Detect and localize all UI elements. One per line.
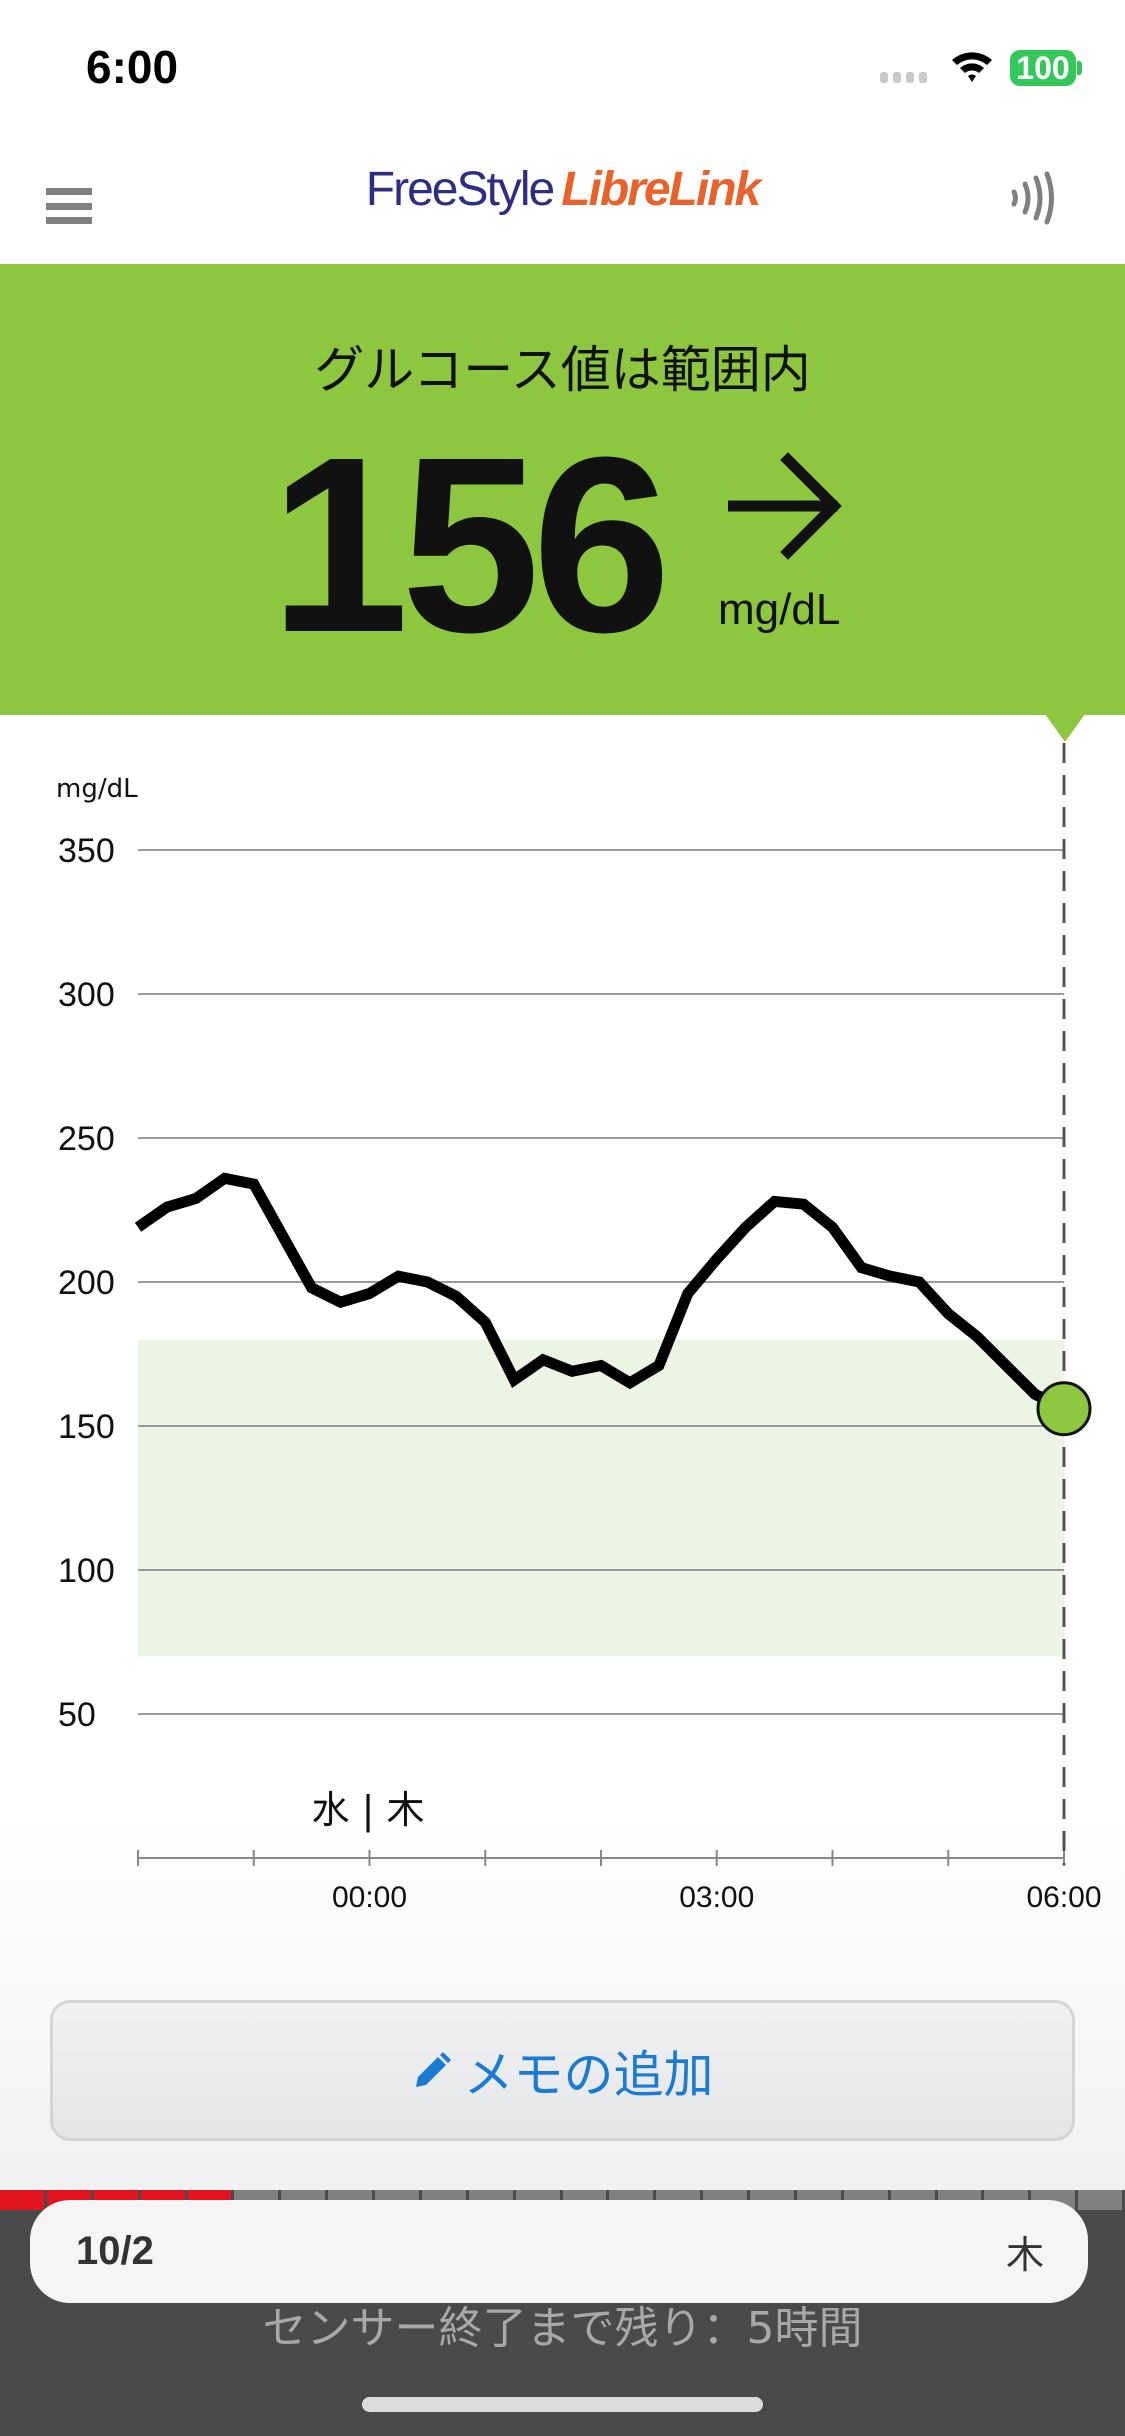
sensor-life-segment [0,2190,47,2210]
date-label: 10/2 [76,2229,154,2273]
y-tick-label: 100 [58,1552,115,1590]
add-memo-button[interactable]: メモの追加 [50,2000,1075,2141]
battery-indicator: 100 [1010,50,1076,86]
y-tick-label: 50 [58,1696,96,1734]
y-axis-unit: mg/dL [56,774,138,804]
y-tick-label: 200 [58,1264,115,1302]
y-tick-label: 300 [58,976,115,1014]
wifi-icon [952,52,992,82]
target-range-band [138,1339,1064,1657]
trend-arrow-right-icon [728,452,842,560]
app-logo: FreeStyle LibreLink [365,163,761,216]
banner-pointer [1045,714,1085,742]
battery-tip [1077,61,1082,75]
pencil-icon [415,2051,451,2087]
y-tick-label: 150 [58,1408,115,1446]
menu-button[interactable] [46,188,92,224]
glucose-unit: mg/dL [718,585,841,634]
x-tick-label: 06:00 [1026,1881,1101,1914]
y-tick-label: 250 [58,1120,115,1158]
weekday-label: 木 [1005,2233,1044,2277]
y-tick-label: 350 [58,832,115,870]
x-tick-label: 00:00 [332,1881,407,1914]
add-memo-label: メモの追加 [463,2045,714,2104]
glucose-value: 156 [270,405,671,684]
glucose-line [134,1172,1067,1414]
date-pill: 10/2 木 [30,2200,1088,2303]
glucose-chart[interactable]: mg/dL 350 300 250 200 150 100 50 00:00 03:00 06:… [0,715,1125,1915]
glucose-banner [0,264,1125,715]
status-time: 6:00 [86,41,179,93]
nfc-scan-icon[interactable] [1008,170,1058,226]
current-glucose-point [1036,1381,1092,1437]
home-indicator[interactable] [362,2397,763,2412]
cellular-signal-icon [880,72,927,83]
day-divider-label: 水 | 木 [312,1788,425,1833]
glucose-status-title: グルコース値は範囲内 [314,341,811,399]
sensor-life-segment [1078,2190,1125,2210]
x-tick-label: 03:00 [679,1881,754,1914]
sensor-remaining-text: センサー終了まで残り：5時間 [262,2303,863,2354]
